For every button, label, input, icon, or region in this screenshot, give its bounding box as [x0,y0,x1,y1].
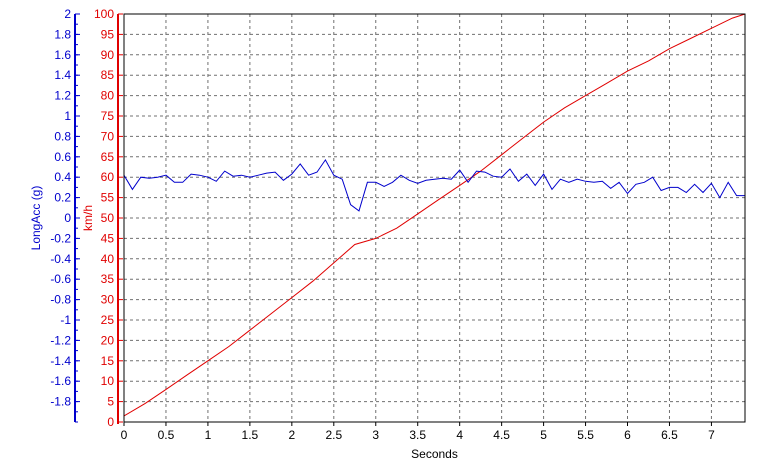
speed-axis-tick-label: 30 [101,293,115,307]
speed-axis-tick-label: 5 [107,395,114,409]
acc-axis-tick-label: 0 [64,211,71,225]
acc-axis-tick-label: 1.4 [54,68,71,82]
x-axis-tick-label: 7 [708,428,715,442]
x-axis-tick-label: 3 [372,428,379,442]
speed-axis-tick-label: 20 [101,333,115,347]
acc-axis-tick-label: 1 [64,109,71,123]
speed-axis-tick-label: 60 [101,170,115,184]
speed-axis-tick-label: 40 [101,252,115,266]
speed-axis-tick-label: 65 [101,150,115,164]
acc-axis-tick-label: 0.4 [54,170,71,184]
longacc-series-line [123,158,745,212]
speed-axis-tick-label: 55 [101,191,115,205]
grid [124,14,745,422]
acc-axis-tick-label: -1.8 [50,395,71,409]
acc-axis-tick-label: 1.6 [54,48,71,62]
speed-axis-tick-label: 70 [101,129,115,143]
acc-axis-tick-label: -0.4 [50,252,71,266]
acc-axis-tick-label: 0.2 [54,191,71,205]
series-group [123,13,746,417]
speed-axis-tick-label: 90 [101,48,115,62]
x-axis-tick-label: 4.5 [493,428,510,442]
x-axis-label: Seconds [411,447,458,461]
x-axis-tick-label: 5.5 [577,428,594,442]
acc-axis-tick-label: 1.2 [54,89,71,103]
speed-axis-tick-label: 45 [101,231,115,245]
acc-axis-label: LongAcc (g) [29,186,43,251]
x-axis-tick-label: 6 [624,428,631,442]
speed-axis-tick-label: 100 [94,7,114,21]
x-axis-tick-label: 2.5 [325,428,342,442]
x-axis-tick-label: 1 [205,428,212,442]
x-axis-tick-label: 1.5 [242,428,259,442]
speed-axis: 0 5 10 15 20 25 30 35 40 45 50 55 60 65 70 75 80 85 90 95 10… [94,7,123,429]
speed-axis-label: km/h [81,205,95,231]
acc-axis-tick-label: -1 [60,313,71,327]
speed-axis-tick-label: 15 [101,354,115,368]
acc-axis-tick-label: 0.6 [54,150,71,164]
speed-axis-tick-label: 75 [101,109,115,123]
acc-axis: -1.8 -1.6 -1.4 -1.2 -1 -0.8 -0.6 -0.4 -0.2 0 0.2 0.… [50,7,80,423]
x-axis-tick-label: 3.5 [409,428,426,442]
speed-axis-tick-label: 50 [101,211,115,225]
x-axis-tick-label: 5 [540,428,547,442]
acc-axis-tick-label: -0.6 [50,272,71,286]
acc-axis-tick-label: 1.8 [54,27,71,41]
speed-series-line [123,13,746,417]
speed-axis-tick-label: 80 [101,89,115,103]
speed-axis-tick-label: 35 [101,272,115,286]
x-axis-tick-label: 4 [456,428,463,442]
acc-axis-tick-label: 2 [64,7,71,21]
speed-axis-tick-label: 25 [101,313,115,327]
acc-axis-tick-label: -0.2 [50,231,71,245]
speed-axis-tick-label: 10 [101,374,115,388]
plot-frame [123,13,746,423]
speed-axis-tick-label: 95 [101,27,115,41]
acc-axis-tick-label: -1.4 [50,354,71,368]
x-axis-tick-label: 0.5 [158,428,175,442]
speed-axis-tick-label: 0 [107,415,114,429]
x-axis-tick-label: 0 [121,428,128,442]
acc-axis-tick-label: -1.6 [50,374,71,388]
x-axis-tick-label: 2 [288,428,295,442]
x-axis-tick-label: 6.5 [661,428,678,442]
speed-axis-tick-label: 85 [101,68,115,82]
x-axis: 0 0.5 1 1.5 2 2.5 3 3.5 4 4.5 5 5.5 6 6.5 7 [121,422,715,442]
acc-axis-tick-label: -1.2 [50,333,71,347]
acc-axis-tick-label: 0.8 [54,129,71,143]
acc-axis-tick-label: -0.8 [50,293,71,307]
